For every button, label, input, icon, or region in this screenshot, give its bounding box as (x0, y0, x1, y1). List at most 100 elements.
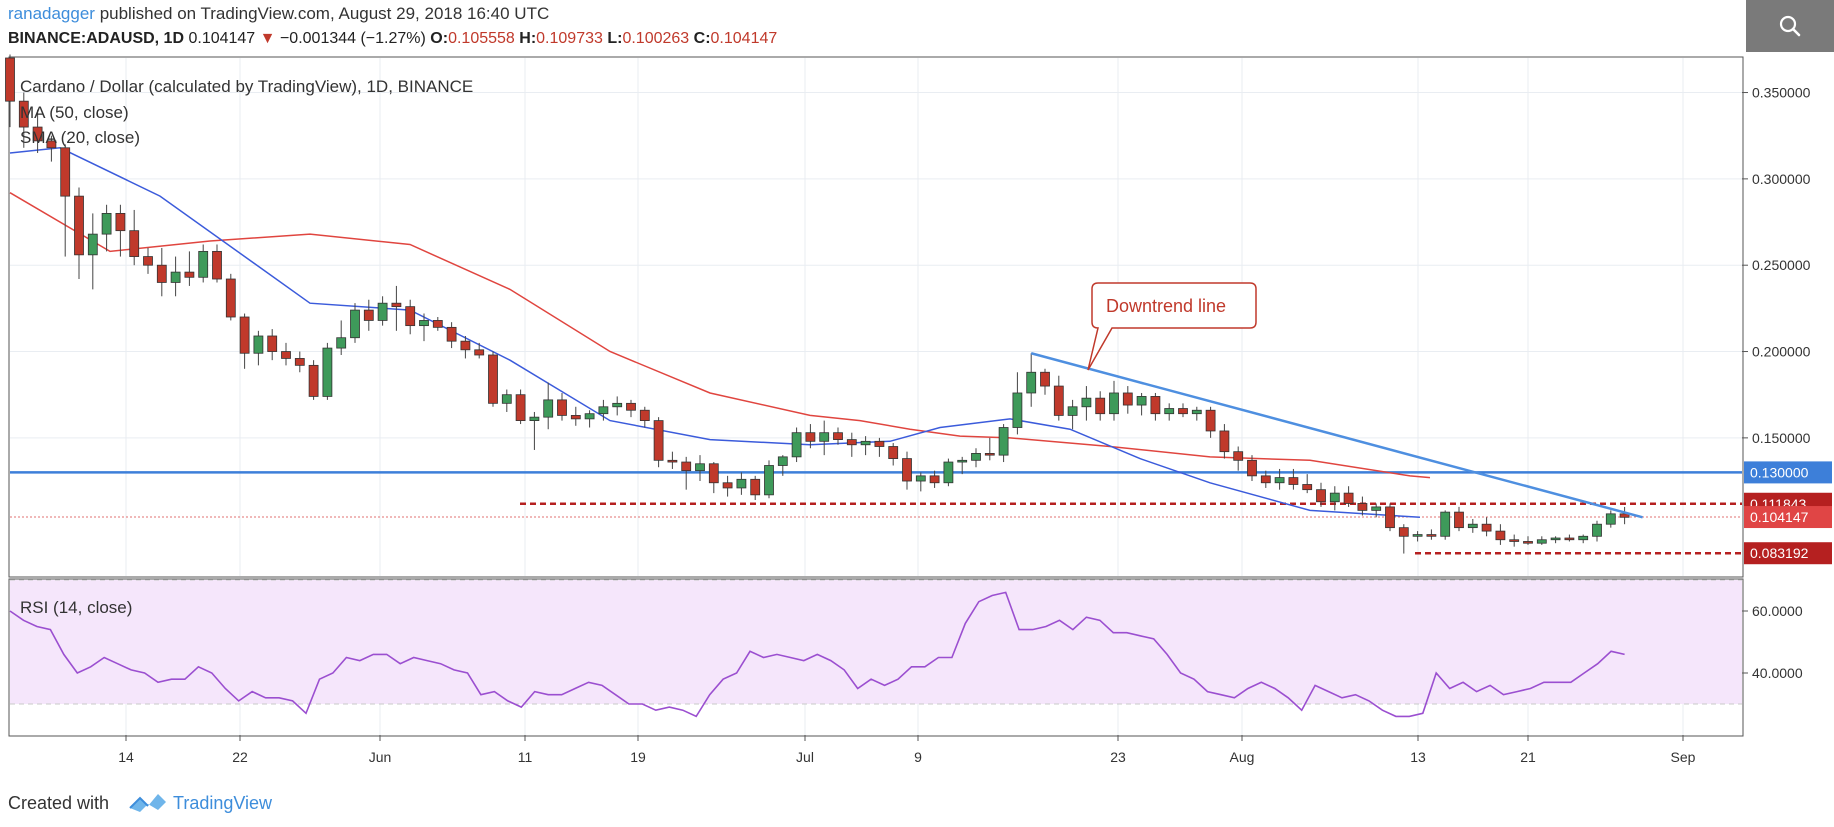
trendline-path (1030, 352, 1643, 519)
candle (1371, 503, 1382, 518)
author-link[interactable]: ranadagger (8, 4, 95, 23)
candle-body (129, 230, 140, 257)
candle (308, 360, 319, 400)
level-lines[interactable] (10, 471, 1742, 555)
candle-body (1495, 530, 1506, 541)
candle (184, 251, 195, 286)
time-tick-label: 21 (1520, 749, 1536, 765)
candle (1426, 529, 1437, 540)
publish-info: ranadagger published on TradingView.com,… (8, 4, 549, 24)
candle-body (405, 306, 416, 327)
price-level-label-bg (1744, 542, 1832, 565)
candle (1550, 536, 1561, 544)
candle-body (1481, 523, 1492, 532)
candle-body (819, 432, 830, 442)
candle-body (336, 337, 347, 349)
candle (1136, 392, 1147, 416)
candle (1288, 468, 1299, 490)
candle (212, 244, 222, 283)
candle-body (833, 432, 843, 440)
candle-body (1509, 539, 1520, 542)
candle (1454, 506, 1464, 532)
time-axis[interactable]: 14 22 Jun 11 19 Jul 9 23 Aug 13 21 Sep (118, 735, 1696, 765)
candle-body (888, 446, 899, 459)
candle (253, 330, 264, 366)
downtrend-line[interactable] (1030, 352, 1643, 519)
candle-body (764, 465, 774, 496)
candle (1619, 506, 1630, 525)
candle-body (1302, 484, 1313, 491)
candle (998, 424, 1009, 463)
time-tick-label: 11 (518, 749, 533, 765)
candle-body (1605, 513, 1616, 525)
rsi-line[interactable] (9, 591, 1625, 718)
candle-body (1536, 539, 1547, 544)
candle (874, 437, 885, 457)
candle-body (805, 432, 816, 442)
price-tick-label: 0.200000 (1752, 344, 1811, 360)
candle-body (929, 475, 940, 484)
candle (225, 273, 236, 321)
candle (1081, 386, 1092, 421)
candle (543, 382, 554, 430)
candle (156, 247, 167, 297)
candle (1274, 468, 1285, 490)
candle (984, 437, 995, 461)
candle-body (598, 406, 609, 415)
candle-body (1426, 534, 1437, 537)
candle (267, 329, 278, 361)
chart-header: ranadagger published on TradingView.com,… (0, 0, 1834, 55)
candle (957, 456, 968, 475)
close-label: C: (693, 30, 711, 47)
ma50-path (9, 192, 1431, 479)
candle-body (101, 212, 112, 235)
candle (653, 417, 664, 468)
candle (708, 462, 719, 494)
tradingview-link[interactable]: TradingView (173, 793, 273, 813)
symbol-label: BINANCE:ADAUSD, 1D (8, 30, 185, 47)
candle (833, 427, 843, 445)
candle (1150, 392, 1161, 421)
candle (350, 303, 360, 343)
candle (1053, 375, 1064, 421)
price-axis[interactable]: 0.350000 0.300000 0.250000 0.200000 0.150000… (1742, 85, 1832, 681)
candle-body (708, 463, 719, 484)
candle (1398, 524, 1409, 554)
candle (1481, 517, 1492, 537)
candle-body (1592, 523, 1602, 537)
price-pane[interactable] (8, 56, 1744, 578)
candle (626, 399, 636, 418)
candle-body (1550, 537, 1561, 541)
candle-body (1164, 408, 1175, 415)
candle (1260, 470, 1271, 488)
downtrend-callout[interactable]: Downtrend line (1087, 282, 1257, 371)
candle-body (74, 195, 84, 256)
chart-canvas[interactable]: 0.350000 0.300000 0.250000 0.200000 0.150000… (0, 0, 1834, 787)
time-tick-label: 13 (1410, 749, 1426, 765)
candle-body (1371, 506, 1382, 511)
candle-body (460, 340, 471, 351)
rsi-legend: RSI (14, close) (20, 598, 132, 617)
candle-body (377, 302, 388, 321)
time-tick-label: 14 (118, 749, 134, 765)
candle-body (750, 478, 761, 496)
candle-body (18, 100, 29, 128)
candle (1247, 455, 1257, 482)
footer: Created with TradingView (0, 787, 1834, 827)
candle-body (350, 309, 360, 339)
candle-body (1385, 506, 1395, 529)
candle-body (1440, 511, 1451, 537)
candle-body (308, 364, 319, 397)
candle-body (791, 432, 802, 458)
time-tick-label: 23 (1110, 749, 1126, 765)
candles[interactable] (5, 54, 1630, 554)
price-level-label: 0.083192 (1750, 545, 1809, 561)
candle-body (1398, 527, 1409, 537)
candle (529, 411, 540, 450)
candle-body (1288, 477, 1299, 485)
candle-body (860, 440, 871, 446)
search-button[interactable] (1746, 0, 1834, 52)
candle (764, 460, 774, 499)
candle-body (1329, 492, 1340, 503)
ma50-line[interactable] (9, 192, 1431, 479)
